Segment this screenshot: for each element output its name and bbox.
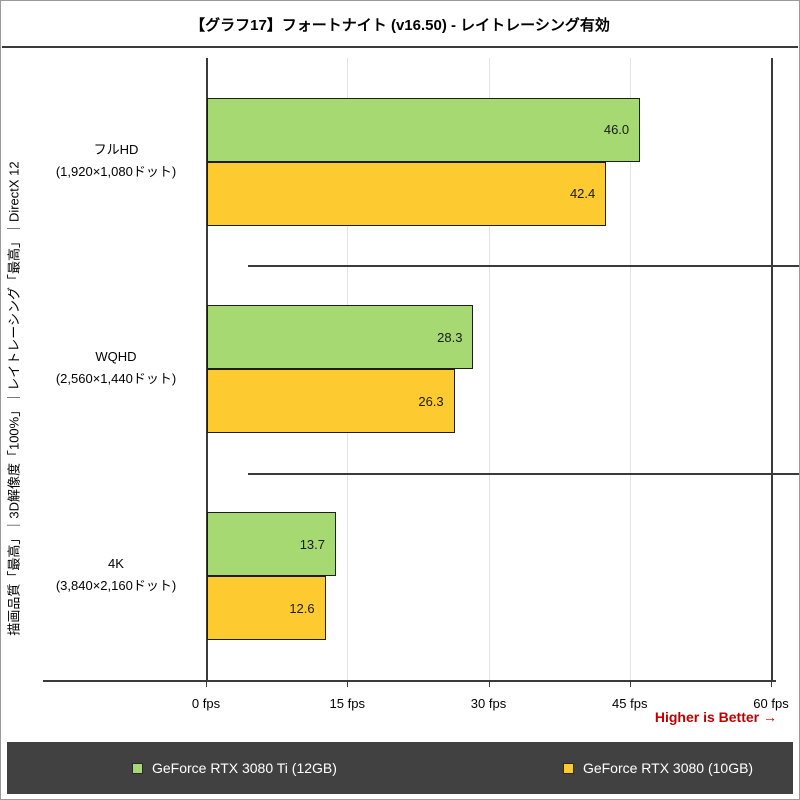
bar: 28.3 bbox=[207, 305, 474, 369]
legend-label: GeForce RTX 3080 (10GB) bbox=[582, 760, 754, 776]
bar-value-label: 13.7 bbox=[299, 536, 325, 552]
x-tick-label: 15 fps bbox=[329, 696, 365, 711]
legend-swatch-icon bbox=[562, 762, 574, 774]
bar: 13.7 bbox=[207, 512, 336, 577]
bar: 26.3 bbox=[207, 369, 455, 433]
group-separator bbox=[248, 265, 799, 268]
axis-tick bbox=[629, 680, 631, 687]
bar: 12.6 bbox=[207, 576, 326, 641]
gridline bbox=[771, 58, 773, 680]
bar: 46.0 bbox=[207, 97, 641, 162]
category-name: WQHD bbox=[95, 349, 137, 364]
plot-region: 46.0 42.4 28.3 26.3 13.7 12.6 0 fps 15 fps 30 f… bbox=[43, 58, 799, 711]
category-resolution: (3,840×2,160ドット) bbox=[55, 578, 177, 594]
bar-value-label: 46.0 bbox=[603, 122, 630, 138]
higher-is-better-note: Higher is Better → bbox=[654, 709, 777, 725]
y-axis-caption: 描画品質「最高」｜3D解像度「100%」｜レイトレーシング「最高」｜Direct… bbox=[6, 161, 22, 636]
legend: GeForce RTX 3080 Ti (12GB) GeForce RTX 3… bbox=[7, 742, 793, 794]
category-resolution: (1,920×1,080ドット) bbox=[55, 163, 177, 179]
bar: 42.4 bbox=[207, 161, 607, 226]
axis-tick bbox=[771, 680, 772, 687]
x-axis-line bbox=[43, 680, 776, 682]
gridline bbox=[629, 58, 631, 680]
legend-label: GeForce RTX 3080 Ti (12GB) bbox=[152, 760, 337, 776]
group-separator bbox=[248, 472, 799, 475]
category-label: WQHD (2,560×1,440ドット) bbox=[31, 346, 201, 390]
bar-value-label: 42.4 bbox=[569, 186, 596, 202]
gridline bbox=[488, 58, 490, 680]
category-label: 4K (3,840×2,160ドット) bbox=[31, 553, 201, 597]
category-resolution: (2,560×1,440ドット) bbox=[55, 371, 177, 386]
axis-tick bbox=[488, 680, 490, 687]
category-name: フルHD bbox=[93, 141, 139, 157]
x-tick-label: 60 fps bbox=[753, 696, 789, 711]
legend-item: GeForce RTX 3080 Ti (12GB) bbox=[132, 760, 337, 776]
x-tick-label: 45 fps bbox=[612, 696, 648, 711]
bar-value-label: 28.3 bbox=[437, 329, 463, 345]
legend-swatch-icon bbox=[132, 762, 143, 774]
bar-value-label: 26.3 bbox=[418, 393, 444, 409]
x-tick-label: 30 fps bbox=[470, 696, 507, 711]
category-name: 4K bbox=[108, 556, 124, 572]
x-tick-label: 0 fps bbox=[191, 696, 221, 711]
axis-tick bbox=[206, 680, 207, 687]
bar-value-label: 12.6 bbox=[289, 600, 315, 616]
axis-tick bbox=[347, 680, 349, 687]
legend-item: GeForce RTX 3080 (10GB) bbox=[562, 760, 754, 776]
chart-title-bar: 【グラフ17】フォートナイト (v16.50) - レイトレーシング有効 bbox=[2, 2, 798, 48]
page-title: 【グラフ17】フォートナイト (v16.50) - レイトレーシング有効 bbox=[190, 16, 610, 34]
category-label: フルHD (1,920×1,080ドット) bbox=[31, 139, 201, 183]
chart-area: 描画品質「最高」｜3D解像度「100%」｜レイトレーシング「最高」｜Direct… bbox=[1, 49, 799, 739]
